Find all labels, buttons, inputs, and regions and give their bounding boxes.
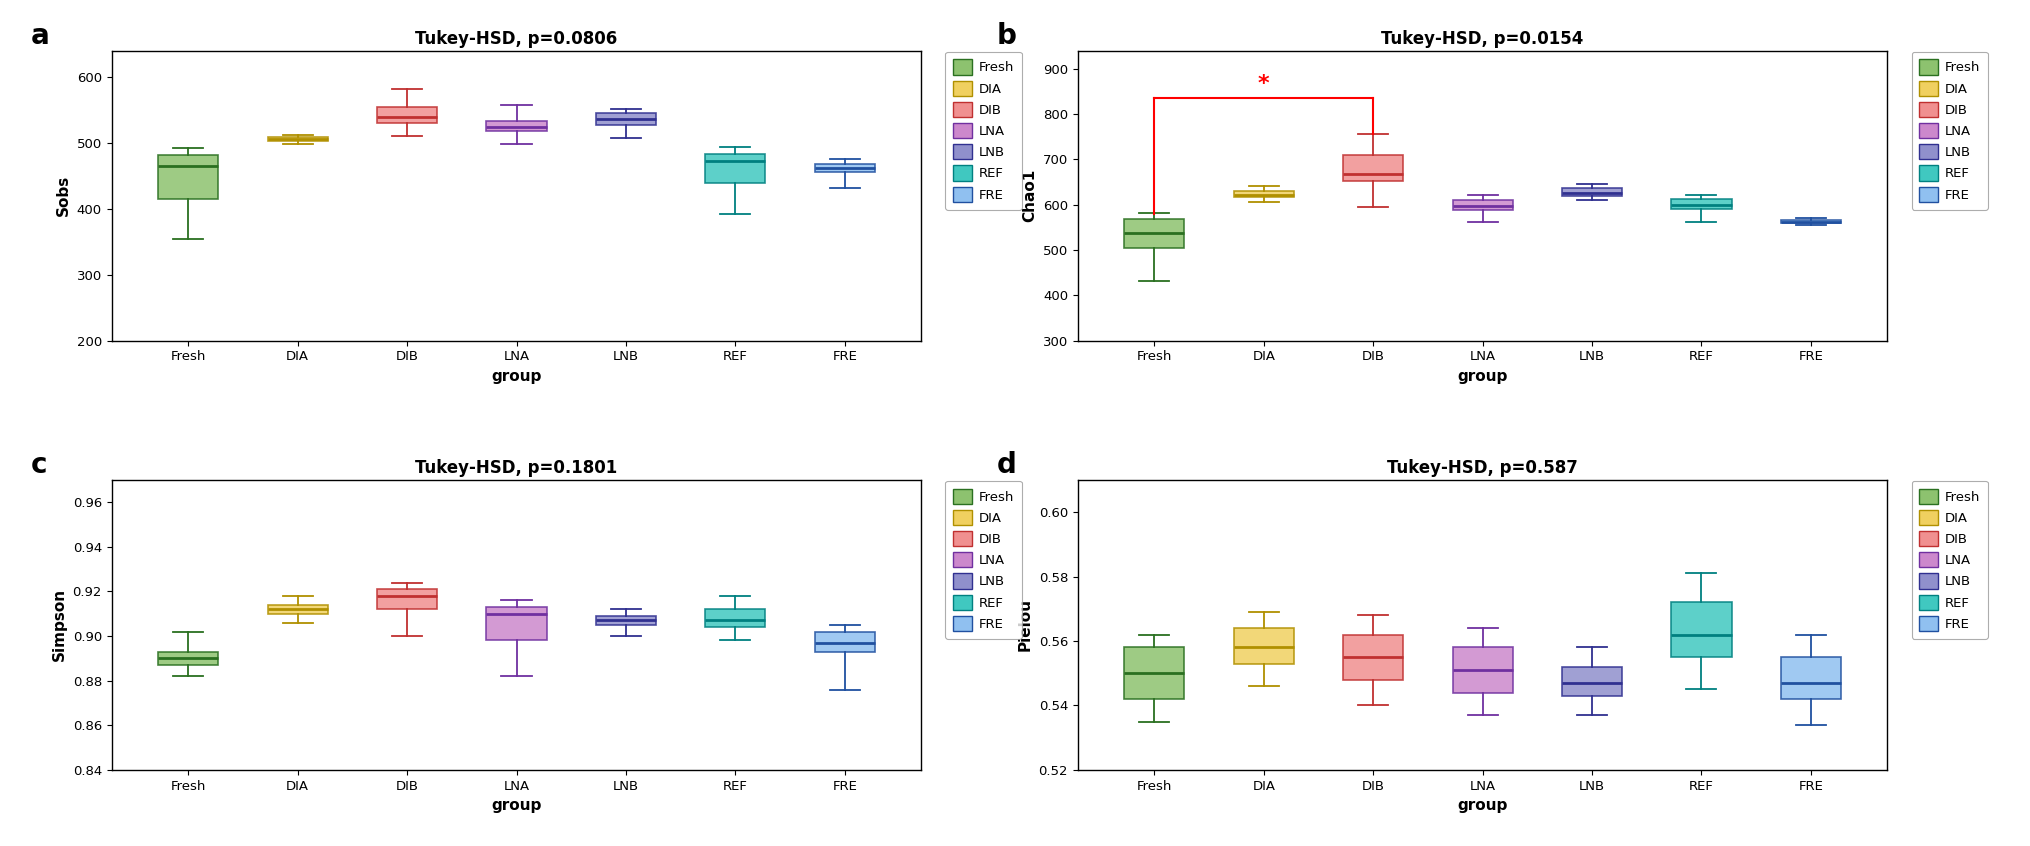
Y-axis label: Chao1: Chao1 [1021,169,1037,222]
PathPatch shape [1780,220,1839,223]
Y-axis label: Simpson: Simpson [53,588,67,662]
PathPatch shape [1561,667,1622,695]
Title: Tukey-HSD, p=0.1801: Tukey-HSD, p=0.1801 [416,459,617,477]
Text: d: d [997,451,1017,479]
PathPatch shape [378,107,436,124]
PathPatch shape [1342,155,1403,181]
X-axis label: group: group [491,369,542,384]
Title: Tukey-HSD, p=0.587: Tukey-HSD, p=0.587 [1386,459,1577,477]
PathPatch shape [158,155,219,199]
PathPatch shape [704,154,765,183]
Legend: Fresh, DIA, DIB, LNA, LNB, REF, FRE: Fresh, DIA, DIB, LNA, LNB, REF, FRE [946,481,1021,639]
PathPatch shape [1125,647,1183,699]
PathPatch shape [1671,200,1732,209]
PathPatch shape [378,589,436,609]
PathPatch shape [595,113,656,124]
Title: Tukey-HSD, p=0.0154: Tukey-HSD, p=0.0154 [1380,30,1583,48]
PathPatch shape [814,164,875,172]
Legend: Fresh, DIA, DIB, LNA, LNB, REF, FRE: Fresh, DIA, DIB, LNA, LNB, REF, FRE [1910,52,1987,210]
PathPatch shape [487,607,546,640]
Legend: Fresh, DIA, DIB, LNA, LNB, REF, FRE: Fresh, DIA, DIB, LNA, LNB, REF, FRE [1910,481,1987,639]
Y-axis label: Sobs: Sobs [57,175,71,217]
Legend: Fresh, DIA, DIB, LNA, LNB, REF, FRE: Fresh, DIA, DIB, LNA, LNB, REF, FRE [946,52,1021,210]
PathPatch shape [595,616,656,625]
Y-axis label: Pielou: Pielou [1017,598,1033,651]
PathPatch shape [1342,634,1403,679]
PathPatch shape [1232,628,1293,663]
PathPatch shape [704,609,765,627]
PathPatch shape [1451,647,1512,693]
PathPatch shape [1451,201,1512,210]
PathPatch shape [1671,602,1732,657]
PathPatch shape [1125,219,1183,248]
PathPatch shape [158,651,219,665]
Text: *: * [1257,74,1269,94]
Text: c: c [30,451,47,479]
PathPatch shape [268,605,327,613]
X-axis label: group: group [491,798,542,813]
PathPatch shape [1561,189,1622,196]
PathPatch shape [1232,191,1293,197]
PathPatch shape [268,137,327,141]
X-axis label: group: group [1458,369,1506,384]
Text: a: a [30,22,49,50]
Title: Tukey-HSD, p=0.0806: Tukey-HSD, p=0.0806 [416,30,617,48]
Text: b: b [997,22,1017,50]
PathPatch shape [1780,657,1839,699]
X-axis label: group: group [1458,798,1506,813]
PathPatch shape [814,632,875,651]
PathPatch shape [487,121,546,131]
